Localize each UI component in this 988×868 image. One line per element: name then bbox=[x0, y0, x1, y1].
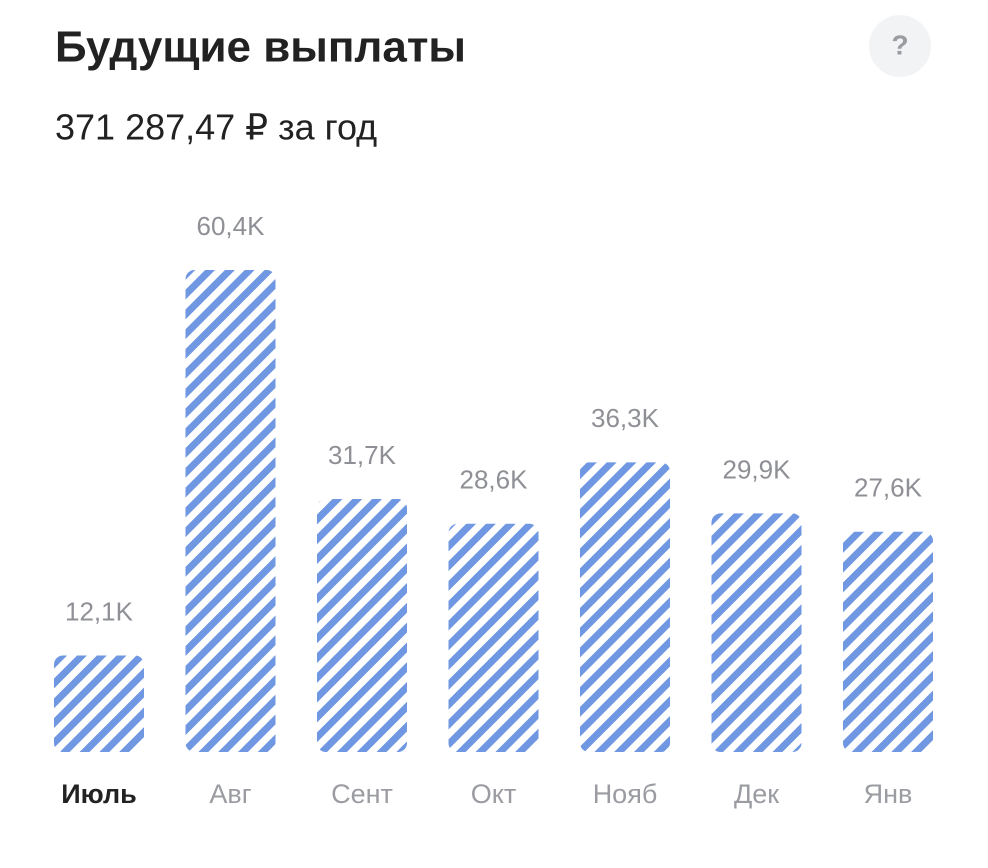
bar bbox=[448, 523, 539, 752]
month-label: Окт bbox=[471, 779, 516, 809]
bar bbox=[580, 462, 670, 752]
month-label: Янв bbox=[864, 779, 913, 809]
value-label: 31,7K bbox=[328, 440, 397, 470]
value-label: 60,4K bbox=[197, 211, 266, 241]
value-label: 12,1K bbox=[65, 596, 134, 626]
help-icon[interactable]: ? bbox=[891, 29, 908, 60]
month-label: Авг bbox=[209, 779, 251, 809]
month-label: Нояб bbox=[593, 779, 658, 809]
value-label: 29,9K bbox=[723, 454, 792, 484]
bar bbox=[843, 531, 933, 752]
bar bbox=[711, 513, 802, 752]
month-label: Дек bbox=[734, 779, 779, 809]
value-label: 27,6K bbox=[854, 473, 923, 503]
month-label: Сент bbox=[331, 779, 393, 809]
value-label: 28,6K bbox=[460, 465, 529, 495]
value-label: 36,3K bbox=[591, 403, 660, 433]
title: Будущие выплаты bbox=[55, 23, 466, 72]
bar bbox=[54, 655, 144, 752]
subtitle: 371 287,47 ₽ за год bbox=[55, 107, 377, 148]
month-label: Июль bbox=[61, 779, 137, 809]
help-button[interactable] bbox=[869, 15, 931, 77]
bar bbox=[317, 499, 407, 752]
bar bbox=[185, 270, 276, 752]
